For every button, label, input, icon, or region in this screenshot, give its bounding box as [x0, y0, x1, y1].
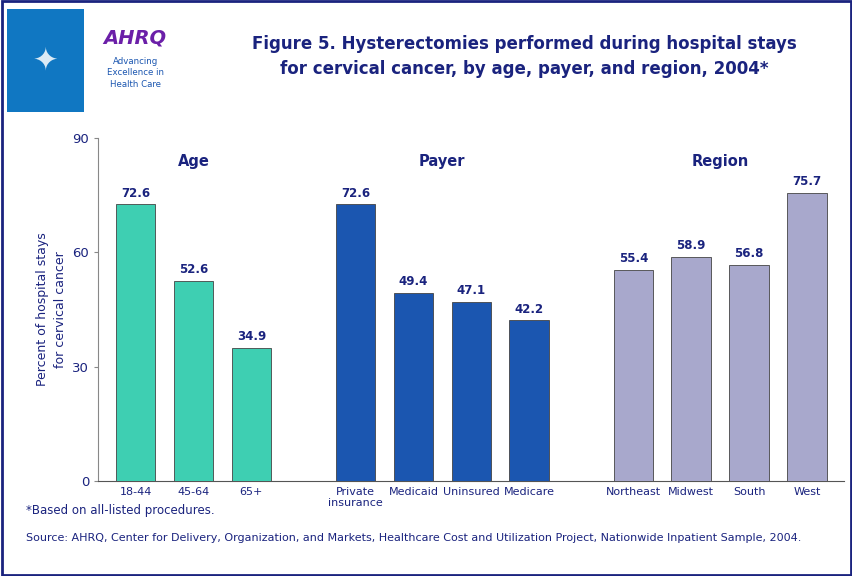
Bar: [336, 204, 375, 481]
Text: 49.4: 49.4: [398, 275, 428, 288]
Text: 58.9: 58.9: [676, 239, 705, 252]
Text: Figure 5. Hysterectomies performed during hospital stays
for cervical cancer, by: Figure 5. Hysterectomies performed durin…: [252, 35, 796, 78]
Text: Age: Age: [177, 154, 210, 169]
Text: Advancing
Excellence in
Health Care: Advancing Excellence in Health Care: [106, 58, 164, 89]
FancyBboxPatch shape: [7, 9, 83, 112]
Text: 47.1: 47.1: [456, 284, 486, 297]
Y-axis label: Percent of hospital stays
for cervical cancer: Percent of hospital stays for cervical c…: [36, 233, 66, 386]
Text: Region: Region: [691, 154, 748, 169]
Text: 55.4: 55.4: [618, 252, 648, 266]
Text: 52.6: 52.6: [179, 263, 208, 276]
Text: 42.2: 42.2: [514, 303, 543, 316]
Bar: [394, 293, 433, 481]
Bar: [451, 302, 491, 481]
Bar: [174, 281, 213, 481]
Text: AHRQ: AHRQ: [103, 28, 167, 47]
Bar: [786, 193, 826, 481]
Bar: [116, 204, 155, 481]
Bar: [613, 270, 652, 481]
Text: 56.8: 56.8: [734, 247, 763, 260]
Text: Payer: Payer: [418, 154, 465, 169]
Text: 72.6: 72.6: [121, 187, 150, 200]
Bar: [509, 320, 548, 481]
Bar: [728, 264, 768, 481]
Text: *Based on all-listed procedures.: *Based on all-listed procedures.: [26, 504, 214, 517]
Bar: [671, 257, 710, 481]
Bar: [232, 348, 271, 481]
Text: 72.6: 72.6: [341, 187, 370, 200]
Text: Source: AHRQ, Center for Delivery, Organization, and Markets, Healthcare Cost an: Source: AHRQ, Center for Delivery, Organ…: [26, 533, 800, 543]
Text: 75.7: 75.7: [792, 175, 820, 188]
Text: 34.9: 34.9: [237, 331, 266, 343]
Text: ✦: ✦: [32, 46, 58, 75]
